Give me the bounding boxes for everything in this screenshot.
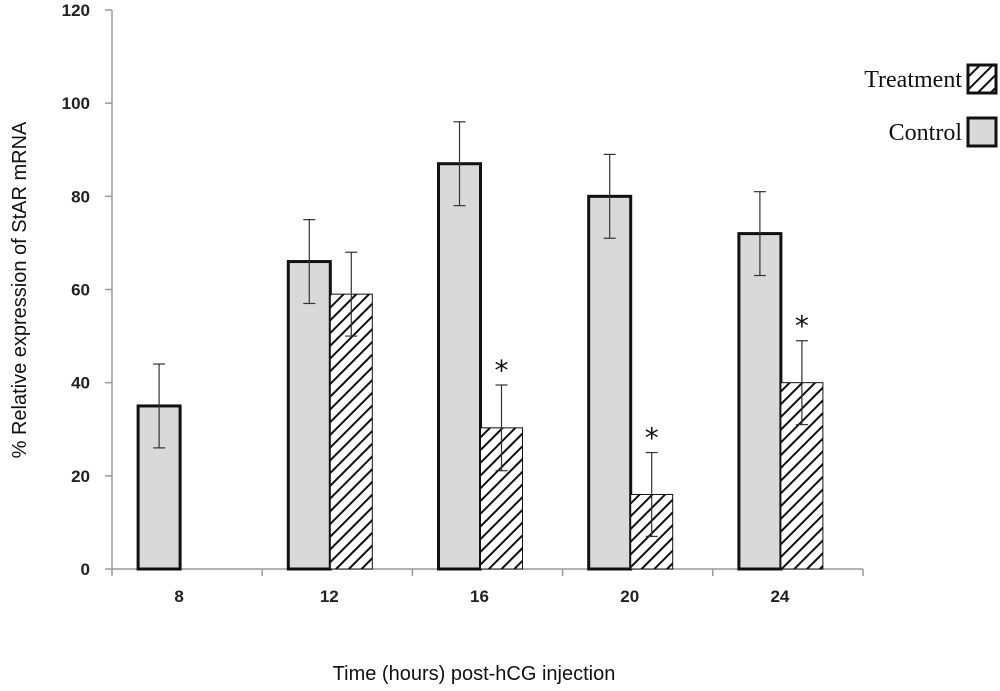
control-bar — [437, 162, 482, 571]
y-tick-label: 60 — [71, 281, 90, 300]
y-axis-title: % Relative expression of StAR mRNA — [9, 121, 31, 458]
legend-swatch — [966, 116, 998, 148]
treatment-bar — [329, 293, 373, 570]
x-tick-label: 16 — [470, 587, 489, 606]
control-bar — [737, 232, 783, 571]
x-axis-title: Time (hours) post-hCG injection — [333, 663, 616, 685]
y-tick-label: 80 — [71, 187, 90, 206]
x-tick-label: 20 — [620, 587, 639, 606]
x-tick-label: 12 — [320, 587, 339, 606]
y-tick-label: 100 — [62, 94, 90, 113]
significance-marker: * — [645, 422, 659, 455]
x-tick-label: 8 — [174, 587, 183, 606]
legend-swatch — [966, 63, 998, 95]
y-tick-label: 40 — [71, 374, 90, 393]
significance-marker: * — [495, 354, 509, 387]
x-tick-label: 24 — [770, 587, 789, 606]
legend-label: Control — [889, 120, 963, 146]
legend-label: Treatment — [864, 67, 962, 93]
control-bar — [587, 194, 633, 571]
y-tick-label: 120 — [62, 1, 90, 20]
legend: Treatment Control — [864, 63, 998, 148]
y-tick-label: 20 — [71, 467, 90, 486]
plot-area: 0 20 40 60 80 100 120 8 12 16 20 24 * * * — [62, 1, 864, 606]
y-tick-label: 0 — [81, 560, 90, 579]
control-bar — [286, 260, 332, 571]
significance-marker: * — [795, 310, 809, 343]
